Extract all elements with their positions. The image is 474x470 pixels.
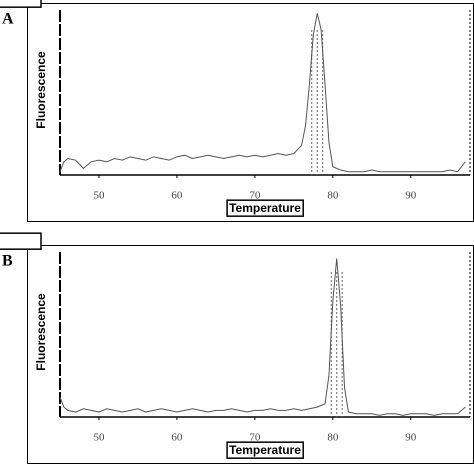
x-tick-label: 60	[171, 432, 183, 444]
label-box	[0, 232, 42, 250]
y-axis-label: Fluorescence	[34, 51, 48, 129]
x-tick-label: 70	[249, 432, 261, 444]
x-axis-label: Temperature	[229, 201, 301, 215]
x-tick-label: 70	[249, 190, 261, 202]
label-box	[226, 199, 304, 217]
x-tick-label: 50	[93, 190, 105, 202]
panel-label: B	[2, 253, 13, 270]
panel: A 50 60 70 80 90 Temperature Fluorescence	[0, 0, 474, 222]
melt-curve	[59, 258, 466, 416]
x-tick-label: 90	[405, 432, 417, 444]
panel: B 50 60 70 80 90 Temperature Fluorescence	[0, 232, 474, 464]
x-tick-label: 80	[327, 190, 339, 202]
melt-curve	[59, 13, 466, 173]
x-tick-label: 60	[171, 190, 183, 202]
x-tick-label: 90	[405, 190, 417, 202]
label-box	[0, 0, 42, 8]
y-axis-label: Fluorescence	[34, 293, 48, 371]
x-tick-label: 80	[327, 432, 339, 444]
x-tick-label: 50	[93, 432, 105, 444]
panel-label: A	[2, 11, 14, 28]
x-axis-label: Temperature	[229, 443, 301, 457]
label-box	[226, 441, 304, 459]
